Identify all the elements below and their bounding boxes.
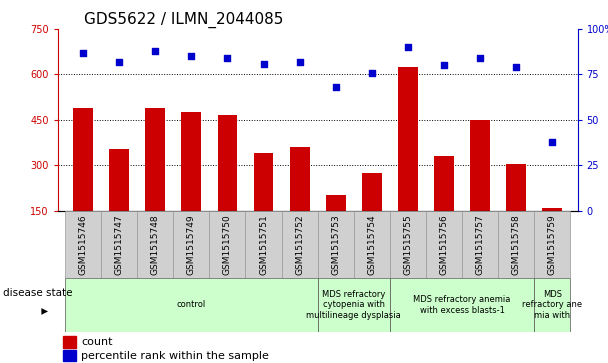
Point [78,50,88,56]
Text: GDS5622 / ILMN_2044085: GDS5622 / ILMN_2044085 [84,12,283,28]
Bar [65,211,101,278]
Bar [534,211,570,278]
Bar [354,211,390,278]
Bar [426,211,462,278]
Point [331,84,340,90]
Text: count: count [81,337,112,347]
Point [547,139,557,144]
Bar [65,278,317,332]
Point [223,55,232,61]
Text: GSM1515750: GSM1515750 [223,214,232,275]
Text: GSM1515758: GSM1515758 [512,214,520,275]
Text: GSM1515746: GSM1515746 [78,214,88,274]
Text: GSM1515759: GSM1515759 [548,214,557,275]
Bar [218,115,237,211]
Text: MDS refractory anemia
with excess blasts-1: MDS refractory anemia with excess blasts… [413,295,511,315]
Bar [434,156,454,211]
Bar [534,278,570,332]
Point [258,61,268,66]
Point [295,59,305,65]
Bar [173,211,209,278]
Bar [398,67,418,211]
Text: control: control [177,301,206,309]
Point [439,62,449,68]
Text: MDS
refractory ane
mia with: MDS refractory ane mia with [522,290,582,320]
Bar [470,120,490,211]
Bar [101,211,137,278]
Bar [362,173,382,211]
Bar [63,336,76,348]
Bar [498,211,534,278]
Point [114,59,124,65]
Bar [317,211,354,278]
Bar [542,208,562,211]
Bar [462,211,498,278]
Bar [317,278,390,332]
Point [150,48,160,54]
Text: percentile rank within the sample: percentile rank within the sample [81,351,269,360]
Bar [254,153,274,211]
Bar [209,211,246,278]
Text: GSM1515757: GSM1515757 [475,214,485,275]
Point [475,55,485,61]
Bar [63,350,76,362]
Text: GSM1515747: GSM1515747 [115,214,123,274]
Text: disease state: disease state [3,288,72,298]
Bar [326,195,346,211]
Text: GSM1515752: GSM1515752 [295,214,304,274]
Bar [145,108,165,211]
Text: GSM1515749: GSM1515749 [187,214,196,274]
Bar [289,147,309,211]
Point [187,53,196,59]
Bar [246,211,282,278]
Point [367,70,377,76]
Point [403,44,413,50]
Text: GSM1515748: GSM1515748 [151,214,160,274]
Bar [109,148,129,211]
Text: GSM1515751: GSM1515751 [259,214,268,275]
Text: GSM1515756: GSM1515756 [440,214,449,275]
Text: GSM1515755: GSM1515755 [404,214,412,275]
Bar [506,164,526,211]
Bar [73,108,93,211]
Text: GSM1515753: GSM1515753 [331,214,340,275]
Point [511,64,521,70]
Bar [181,112,201,211]
Text: MDS refractory
cytopenia with
multilineage dysplasia: MDS refractory cytopenia with multilinea… [306,290,401,320]
Bar [137,211,173,278]
Bar [390,278,534,332]
Bar [282,211,318,278]
Bar [390,211,426,278]
Text: GSM1515754: GSM1515754 [367,214,376,274]
